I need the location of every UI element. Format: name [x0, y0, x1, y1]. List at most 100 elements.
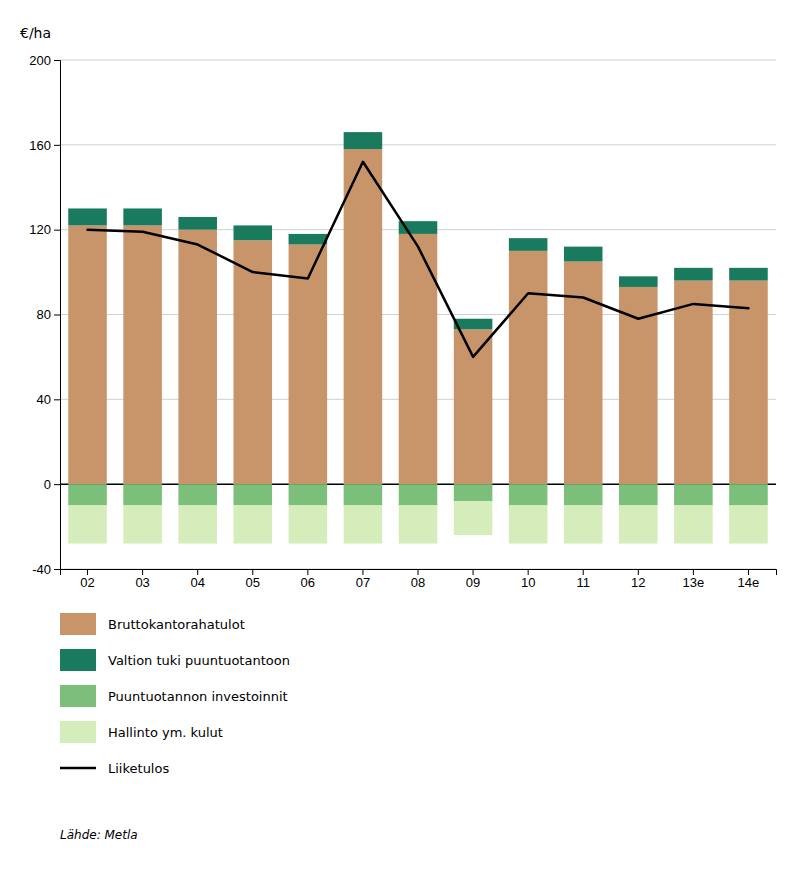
- tick-mark: [54, 399, 60, 400]
- tick-mark: [54, 230, 60, 231]
- tick-label: 04: [190, 575, 204, 590]
- bar: [178, 505, 217, 543]
- legend-swatch: [60, 721, 96, 743]
- x-tick: 05: [246, 569, 260, 590]
- bar: [344, 505, 383, 543]
- bar: [289, 245, 328, 485]
- plot: -400408012016020002030405060708091011121…: [29, 53, 776, 591]
- bar: [68, 505, 107, 543]
- y-tick: 80: [37, 307, 60, 322]
- x-tick: 04: [190, 569, 204, 590]
- bar: [123, 505, 162, 543]
- bar: [564, 247, 603, 262]
- legend-item: Bruttokantorahatulot: [60, 613, 245, 635]
- bar: [178, 217, 217, 230]
- tick-label: 09: [466, 575, 480, 590]
- grid-line: [60, 144, 776, 145]
- tick-mark: [362, 569, 363, 575]
- y-tick: -40: [32, 562, 60, 577]
- bar: [344, 132, 383, 149]
- x-tick: 07: [356, 569, 370, 590]
- y-tick: 120: [29, 222, 60, 237]
- tick-mark: [54, 60, 60, 61]
- bar: [619, 276, 658, 287]
- x-tick: 12: [631, 569, 645, 590]
- tick-label: 200: [29, 53, 51, 68]
- bar: [289, 234, 328, 245]
- chart: -400408012016020002030405060708091011121…: [0, 0, 801, 869]
- line: [88, 162, 749, 357]
- bar: [123, 225, 162, 484]
- tick-mark: [638, 569, 639, 575]
- bar-series: [68, 132, 767, 329]
- tick-mark: [54, 569, 60, 570]
- bar: [619, 287, 658, 484]
- x-tick: 14e: [738, 569, 760, 590]
- tick-mark: [87, 569, 88, 575]
- x-tick: 13e: [683, 569, 705, 590]
- legend-label: Liiketulos: [108, 761, 169, 776]
- tick-label: 160: [29, 137, 51, 152]
- bar: [68, 225, 107, 484]
- tick-mark: [197, 569, 198, 575]
- bar: [233, 505, 272, 543]
- x-tick: 02: [80, 569, 94, 590]
- tick-mark: [748, 569, 749, 575]
- legend-label: Bruttokantorahatulot: [108, 617, 245, 632]
- bar: [454, 484, 493, 501]
- bar-series: [68, 149, 767, 484]
- bar: [729, 484, 768, 505]
- bar: [454, 329, 493, 484]
- bar: [344, 484, 383, 505]
- bar: [564, 261, 603, 484]
- axis-line: [61, 570, 777, 576]
- bar: [123, 208, 162, 225]
- tick-mark: [418, 569, 419, 575]
- legend-label: Puuntuotannon investoinnit: [108, 689, 288, 704]
- x-tick: 11: [576, 569, 590, 590]
- tick-label: 80: [37, 307, 51, 322]
- x-tick: 03: [135, 569, 149, 590]
- y-tick: 160: [29, 137, 60, 152]
- tick-label: 14e: [738, 575, 760, 590]
- bar: [233, 484, 272, 505]
- tick-label: 05: [246, 575, 260, 590]
- bar: [233, 225, 272, 240]
- bar-series: [68, 501, 767, 543]
- bar: [399, 505, 438, 543]
- legend-item: Liiketulos: [60, 761, 169, 776]
- tick-label: 08: [411, 575, 425, 590]
- legend: Bruttokantorahatulot Valtion tuki puuntuo…: [60, 613, 290, 776]
- legend-swatch: [60, 649, 96, 671]
- y-tick: 200: [29, 53, 60, 68]
- legend-swatch: [60, 613, 96, 635]
- bar: [729, 505, 768, 543]
- x-tick: 09: [466, 569, 480, 590]
- bar: [123, 484, 162, 505]
- tick-mark: [54, 484, 60, 485]
- x-tick: 06: [301, 569, 315, 590]
- x-axis: 02 03 04 05 06 07 08 09 10 11 12 13e 14e: [61, 569, 777, 590]
- legend-item: Valtion tuki puuntuotantoon: [60, 649, 290, 671]
- tick-label: 02: [80, 575, 94, 590]
- tick-label: 10: [521, 575, 535, 590]
- y-tick: 40: [37, 392, 60, 407]
- bar: [399, 484, 438, 505]
- bar: [674, 268, 713, 281]
- legend-swatch: [60, 767, 96, 770]
- bar: [564, 484, 603, 505]
- bar: [564, 505, 603, 543]
- legend-swatch: [60, 685, 96, 707]
- tick-mark: [473, 569, 474, 575]
- tick-mark: [252, 569, 253, 575]
- bar: [509, 484, 548, 505]
- bar: [729, 281, 768, 485]
- bar: [674, 505, 713, 543]
- tick-label: -40: [32, 562, 51, 577]
- bar: [509, 505, 548, 543]
- legend-label: Hallinto ym. kulut: [108, 725, 223, 740]
- tick-label: 07: [356, 575, 370, 590]
- marks: [68, 132, 767, 543]
- axis-line: [54, 61, 61, 570]
- annotation: Lähde: Metla: [60, 828, 138, 842]
